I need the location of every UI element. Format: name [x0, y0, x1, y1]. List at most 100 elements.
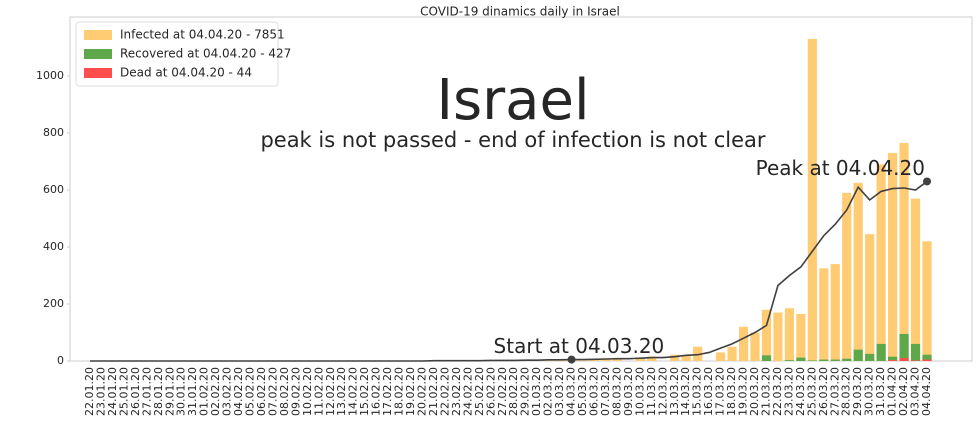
x-tick-label: 15.02.20: [358, 367, 371, 416]
bar: [899, 142, 909, 361]
x-tick-label: 21.03.20: [759, 367, 772, 416]
legend-label: Dead at 04.04.20 - 44: [120, 66, 252, 80]
x-tick-label: 04.04.20: [920, 367, 933, 416]
x-tick-label: 22.02.20: [438, 367, 451, 416]
bar: [807, 38, 817, 362]
bar: [876, 343, 886, 361]
bar: [612, 358, 623, 361]
x-tick-label: 30.01.20: [175, 367, 188, 416]
bar: [819, 268, 829, 361]
x-tick-label: 23.02.20: [450, 367, 463, 416]
x-tick-label: 13.02.20: [335, 367, 348, 416]
x-tick-label: 18.02.20: [393, 367, 406, 416]
bar: [842, 358, 852, 361]
x-tick-label: 07.03.20: [599, 367, 612, 416]
x-tick-label: 11.03.20: [645, 367, 658, 416]
bar: [647, 356, 657, 361]
x-tick-label: 23.03.20: [782, 367, 795, 416]
x-tick-label: 02.04.20: [897, 367, 910, 416]
x-tick-label: 22.01.20: [83, 367, 96, 416]
bar: [681, 355, 691, 361]
bar: [842, 192, 852, 361]
x-tick-label: 24.02.20: [461, 367, 474, 416]
bar: [876, 164, 886, 361]
bar: [830, 359, 840, 361]
annotation: Start at 04.03.20: [494, 334, 665, 358]
x-tick-label: 24.03.20: [794, 367, 807, 416]
x-tick-label: 23.01.20: [94, 367, 107, 416]
x-tick-label: 27.02.20: [496, 367, 509, 416]
bar: [910, 343, 921, 361]
x-tick-label: 24.01.20: [106, 367, 119, 416]
bar: [922, 359, 932, 361]
bar: [750, 332, 760, 361]
bar: [738, 326, 749, 361]
y-tick-label: 0: [57, 354, 64, 367]
x-tick-label: 03.04.20: [909, 367, 922, 416]
x-tick-label: 10.03.20: [633, 367, 646, 416]
legend-swatch: [84, 30, 112, 40]
x-tick-label: 05.03.20: [576, 367, 589, 416]
x-tick-label: 03.02.20: [221, 367, 234, 416]
x-tick-label: 09.03.20: [622, 367, 635, 416]
x-tick-label: 25.02.20: [473, 367, 486, 416]
bar: [899, 358, 909, 361]
bar: [601, 359, 611, 361]
bar: [796, 313, 806, 361]
x-tick-label: 08.03.20: [610, 367, 623, 416]
legend-label: Infected at 04.04.20 - 7851: [120, 28, 285, 42]
bar: [555, 360, 565, 361]
x-tick-label: 04.03.20: [565, 367, 578, 416]
bar: [716, 352, 726, 361]
x-tick-label: 04.02.20: [232, 367, 245, 416]
x-tick-label: 19.02.20: [404, 367, 417, 416]
x-tick-label: 25.03.20: [805, 367, 818, 416]
bar: [899, 333, 909, 361]
y-tick-label: 200: [43, 297, 64, 310]
x-tick-label: 25.01.20: [117, 367, 130, 416]
x-tick-label: 21.02.20: [427, 367, 440, 416]
x-tick-label: 12.02.20: [324, 367, 337, 416]
bar: [865, 353, 875, 361]
x-tick-label: 08.02.20: [278, 367, 291, 416]
x-tick-label: 18.03.20: [725, 367, 738, 416]
x-tick-label: 28.02.20: [507, 367, 520, 416]
bar: [853, 182, 863, 361]
x-tick-label: 26.01.20: [129, 367, 142, 416]
x-tick-label: 31.03.20: [874, 367, 887, 416]
x-tick-label: 01.02.20: [198, 367, 211, 416]
x-tick-label: 10.02.20: [301, 367, 314, 416]
bar: [865, 234, 875, 361]
x-tick-label: 05.02.20: [244, 367, 257, 416]
x-tick-label: 16.02.20: [370, 367, 383, 416]
x-tick-label: 13.03.20: [668, 367, 681, 416]
bar: [853, 349, 863, 361]
bar: [888, 152, 898, 361]
bar: [830, 264, 840, 361]
x-tick-label: 15.03.20: [691, 367, 704, 416]
bar: [773, 312, 783, 361]
x-tick-label: 30.03.20: [863, 367, 876, 416]
x-tick-label: 20.02.20: [416, 367, 429, 416]
x-tick-label: 02.02.20: [209, 367, 222, 416]
x-tick-label: 14.03.20: [679, 367, 692, 416]
bar: [796, 357, 806, 361]
bar: [761, 355, 772, 361]
x-tick-label: 11.02.20: [312, 367, 325, 416]
x-tick-label: 02.03.20: [542, 367, 555, 416]
annotation: Peak at 04.04.20: [756, 156, 925, 180]
bar: [727, 346, 737, 361]
x-tick-label: 28.03.20: [840, 367, 853, 416]
bar: [761, 309, 772, 361]
x-tick-label: 06.02.20: [255, 367, 268, 416]
x-tick-label: 28.01.20: [152, 367, 165, 416]
x-tick-label: 31.01.20: [186, 367, 199, 416]
bar: [888, 360, 898, 361]
x-tick-label: 27.03.20: [828, 367, 841, 416]
bar: [922, 241, 932, 361]
bar: [910, 198, 921, 361]
x-tick-label: 26.03.20: [817, 367, 830, 416]
x-tick-label: 09.02.20: [289, 367, 302, 416]
bar: [910, 360, 921, 361]
